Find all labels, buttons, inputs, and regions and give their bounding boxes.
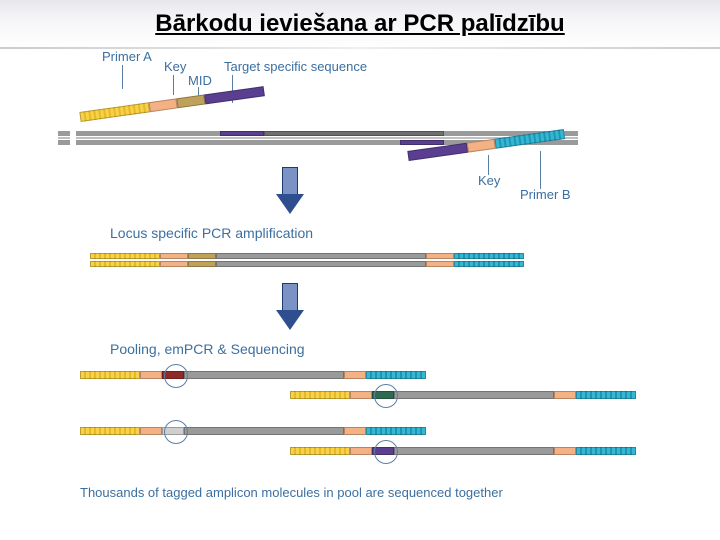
step2-caption: Pooling, emPCR & Sequencing <box>110 341 305 357</box>
p3-ins <box>184 427 344 435</box>
seg-tss-b <box>407 143 468 161</box>
p2-B <box>576 391 636 399</box>
p3-A <box>80 427 140 435</box>
p4-B <box>576 447 636 455</box>
amp-key-top <box>160 253 188 259</box>
p1-circle <box>164 364 188 388</box>
final-caption: Thousands of tagged amplicon molecules i… <box>80 485 503 500</box>
amp-keyB-bot <box>426 261 454 267</box>
p3-B <box>366 427 426 435</box>
label-tss: Target specific sequence <box>224 59 367 74</box>
p4-key <box>350 447 372 455</box>
step1-caption: Locus specific PCR amplification <box>110 225 313 241</box>
p3-key <box>140 427 162 435</box>
amplicon-bottom <box>90 261 524 271</box>
label-primer-a: Primer A <box>102 49 152 64</box>
p4-A <box>290 447 350 455</box>
lead-key-b <box>488 155 489 175</box>
ds-gap-left <box>70 131 76 145</box>
p1-A <box>80 371 140 379</box>
p2-ins <box>394 391 554 399</box>
label-primer-b: Primer B <box>520 187 571 202</box>
p2-key <box>350 391 372 399</box>
label-key-b: Key <box>478 173 500 188</box>
amp-primerA-top <box>90 253 160 259</box>
p2-keyB <box>554 391 576 399</box>
p4-ins <box>394 447 554 455</box>
seg-mid-a <box>176 95 205 109</box>
arrow-step2 <box>276 283 304 329</box>
amp-primerA-bot <box>90 261 160 267</box>
page-title: Bārkodu ieviešana ar PCR palīdzību <box>0 0 720 43</box>
amp-mid-bot <box>188 261 216 267</box>
lead-primer-b <box>540 151 541 189</box>
anneal-left <box>220 131 264 136</box>
lead-primer-a <box>122 65 123 89</box>
amp-insert-bot <box>216 261 426 267</box>
p1-B <box>366 371 426 379</box>
pool-amp-2 <box>290 391 636 399</box>
amp-primerB-top <box>454 253 524 259</box>
p2-A <box>290 391 350 399</box>
p1-keyB <box>344 371 366 379</box>
p4-keyB <box>554 447 576 455</box>
label-mid: MID <box>188 73 212 88</box>
amp-keyB-top <box>426 253 454 259</box>
p3-circle <box>164 420 188 444</box>
amp-key-bot <box>160 261 188 267</box>
amp-mid-top <box>188 253 216 259</box>
p2-circle <box>374 384 398 408</box>
seg-primer-a <box>79 102 150 122</box>
amp-insert-top <box>216 253 426 259</box>
p3-keyB <box>344 427 366 435</box>
pool-amp-1 <box>80 371 426 379</box>
pool-amp-3 <box>80 427 426 435</box>
lead-key-a <box>173 75 174 95</box>
amp-primerB-bot <box>454 261 524 267</box>
pool-amp-4 <box>290 447 636 455</box>
seg-tss-a <box>204 86 265 104</box>
arrow-step1 <box>276 167 304 213</box>
p4-circle <box>374 440 398 464</box>
p1-ins <box>184 371 344 379</box>
anneal-right <box>400 140 444 145</box>
pcr-diagram: Primer A Key MID Target specific sequenc… <box>20 47 700 527</box>
label-key-a: Key <box>164 59 186 74</box>
p1-key <box>140 371 162 379</box>
anneal-mid-dark <box>264 131 444 136</box>
seg-key-a <box>149 98 178 112</box>
